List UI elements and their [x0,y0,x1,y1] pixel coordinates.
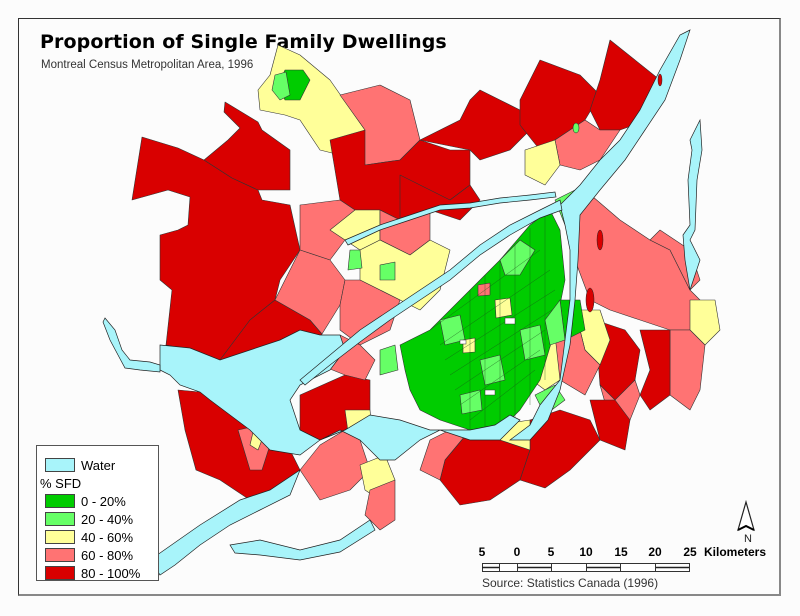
region [203,101,291,191]
water-body [159,329,521,461]
region [519,409,601,489]
water-swatch [45,458,75,472]
legend-class-label: 0 - 20% [81,493,126,509]
region [689,299,721,346]
island [596,229,604,251]
unpopulated-area [504,317,516,325]
island [657,73,663,87]
class-swatch [45,548,75,562]
legend-water: Water [45,457,115,473]
water-body [102,317,161,373]
scale-unit: Kilometers [704,545,767,559]
region [364,479,396,531]
region [459,389,483,415]
region [499,239,536,276]
legend-class-80-100: 80 - 100% [45,565,140,581]
scale-tick: 25 [683,545,697,559]
legend-class-60-80: 60 - 80% [45,547,133,563]
class-swatch [45,494,75,508]
region [419,89,531,161]
scale-tick: 20 [648,545,662,559]
region [524,139,561,186]
legend-class-label: 40 - 60% [81,529,134,545]
scale-tick: 0 [513,545,521,559]
scale-tick: 5 [478,545,486,559]
island [572,122,580,134]
region [339,279,401,346]
region [379,261,396,281]
source-note: Source: Statistics Canada (1996) [482,576,659,590]
map-title: Proportion of Single Family Dwellings [40,31,447,53]
scale-tick: 10 [579,545,593,559]
water-body [344,191,557,246]
legend-header: % SFD [40,476,82,491]
scale-tick: 15 [614,545,628,559]
water-body [682,118,703,291]
north-label: N [744,533,752,545]
region [494,297,513,319]
region [479,354,506,386]
region [379,344,399,376]
island [585,287,595,313]
region [554,119,621,171]
north-arrow-icon [737,500,755,532]
water-body [229,519,376,561]
legend-class-label: 80 - 100% [81,565,141,581]
region [299,429,371,501]
legend-class-label: 60 - 80% [81,547,134,563]
unpopulated-area [484,389,496,396]
scale-tick: 5 [547,545,555,559]
legend-water-label: Water [81,457,116,473]
unpopulated-area [459,339,467,345]
water-body [508,29,691,441]
class-swatch [45,566,75,580]
legend-class-0-20: 0 - 20% [45,493,126,509]
water-body [299,199,563,386]
region [347,249,363,271]
map-legend: Water % SFD 0 - 20% 20 - 40% 40 - 60% 60… [36,445,159,581]
legend-class-20-40: 20 - 40% [45,511,133,527]
region [639,329,671,411]
water-body [149,469,301,576]
legend-class-label: 20 - 40% [81,511,134,527]
legend-class-40-60: 40 - 60% [45,529,133,545]
scale-bar-graphic [482,563,690,572]
class-swatch [45,530,75,544]
region [271,71,291,101]
map-subtitle: Montreal Census Metropolitan Area, 1996 [41,59,254,71]
region [669,329,706,411]
class-swatch [45,512,75,526]
region [589,399,631,451]
